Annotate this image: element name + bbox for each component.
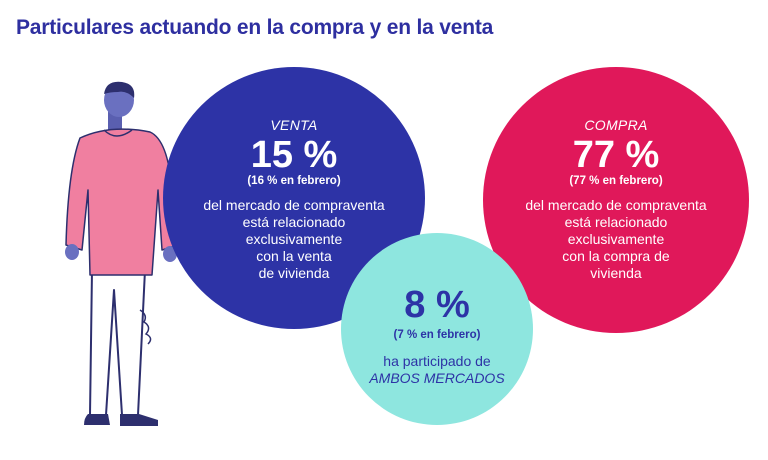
venta-desc-line: exclusivamente	[245, 231, 343, 247]
venta-desc-line: está relacionado	[242, 214, 346, 230]
compra-desc-line: exclusivamente	[567, 231, 665, 247]
ambos-value: 8 %	[404, 284, 470, 326]
ambos-previous: (7 % en febrero)	[393, 329, 481, 341]
compra-desc-line: está relacionado	[564, 214, 668, 230]
compra-desc-line: del mercado de compraventa	[525, 197, 707, 213]
venta-desc-line: con la venta	[256, 248, 332, 264]
venta-value: 15 %	[250, 134, 338, 176]
page-title: Particulares actuando en la compra y en …	[16, 16, 494, 39]
ambos-description: ha participado de AMBOS MERCADOS	[369, 353, 504, 387]
compra-description: del mercado de compraventa está relacion…	[525, 197, 706, 282]
compra-label: COMPRA	[584, 117, 648, 133]
compra-circle: COMPRA 77 % (77 % en febrero) del mercad…	[483, 67, 749, 333]
venta-previous: (16 % en febrero)	[247, 175, 341, 187]
venta-desc-line: de vivienda	[258, 265, 330, 281]
ambos-desc-line: AMBOS MERCADOS	[369, 370, 505, 386]
venta-label: VENTA	[270, 117, 318, 133]
person-icon	[65, 81, 179, 426]
compra-previous: (77 % en febrero)	[569, 175, 663, 187]
venta-desc-line: del mercado de compraventa	[203, 197, 385, 213]
ambos-desc-line: ha participado de	[383, 353, 491, 369]
compra-value: 77 %	[572, 134, 660, 176]
venta-description: del mercado de compraventa está relacion…	[203, 197, 384, 282]
compra-desc-line: con la compra de	[562, 248, 670, 264]
ambos-circle: 8 % (7 % en febrero) ha participado de A…	[341, 233, 533, 425]
compra-desc-line: vivienda	[590, 265, 642, 281]
